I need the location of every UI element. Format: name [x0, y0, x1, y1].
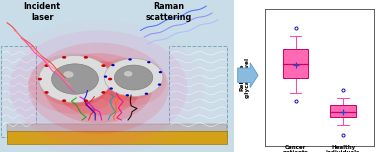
Bar	[7, 124, 227, 132]
Text: Raman
scattering: Raman scattering	[146, 2, 192, 22]
Text: Incident
laser: Incident laser	[24, 2, 61, 22]
Circle shape	[39, 55, 111, 103]
Circle shape	[28, 43, 169, 134]
Circle shape	[104, 76, 107, 78]
Circle shape	[63, 71, 74, 78]
Text: Cancer
patients: Cancer patients	[283, 145, 308, 152]
Circle shape	[84, 56, 88, 59]
Circle shape	[124, 71, 132, 76]
Circle shape	[125, 94, 129, 97]
Circle shape	[110, 70, 148, 94]
Circle shape	[9, 30, 187, 146]
Circle shape	[145, 93, 148, 95]
Bar	[330, 105, 356, 117]
FancyBboxPatch shape	[169, 46, 227, 137]
Circle shape	[109, 87, 113, 90]
Circle shape	[45, 64, 49, 67]
Circle shape	[104, 59, 163, 97]
Circle shape	[45, 91, 49, 94]
Circle shape	[62, 99, 66, 102]
Circle shape	[158, 83, 161, 86]
Bar	[283, 49, 308, 78]
FancyBboxPatch shape	[1, 46, 36, 137]
Circle shape	[51, 68, 98, 99]
Circle shape	[108, 78, 112, 80]
Circle shape	[147, 61, 150, 63]
Circle shape	[101, 64, 105, 67]
Circle shape	[101, 91, 105, 94]
Circle shape	[84, 99, 88, 102]
Text: Relative
glycan level: Relative glycan level	[240, 57, 250, 98]
Circle shape	[51, 64, 98, 94]
Circle shape	[45, 53, 152, 123]
Circle shape	[111, 64, 115, 66]
Circle shape	[0, 20, 204, 152]
Text: Healthy
individuals: Healthy individuals	[326, 145, 360, 152]
FancyArrow shape	[238, 63, 258, 88]
Circle shape	[28, 53, 122, 114]
Circle shape	[38, 78, 42, 80]
Circle shape	[159, 71, 162, 73]
Bar	[7, 131, 227, 144]
Circle shape	[128, 58, 132, 60]
Circle shape	[40, 61, 110, 106]
Circle shape	[62, 56, 66, 59]
Circle shape	[115, 65, 153, 90]
Circle shape	[56, 61, 141, 116]
Circle shape	[91, 58, 166, 106]
Circle shape	[101, 64, 157, 100]
